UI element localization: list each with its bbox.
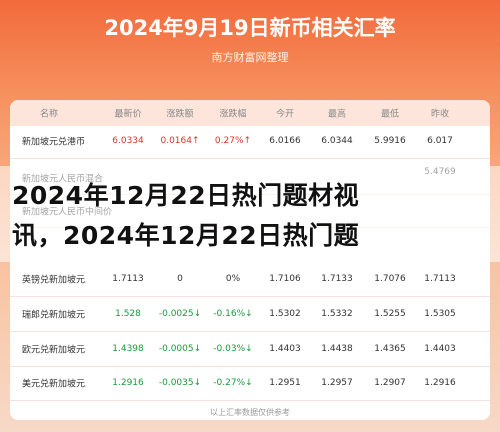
cell-value: 1.7133 xyxy=(321,274,353,284)
column-header: 涨跌幅 xyxy=(219,109,247,120)
cell-value: -0.0025↓ xyxy=(158,309,202,319)
column-header: 名称 xyxy=(40,109,59,120)
row-divider xyxy=(10,366,490,367)
row-divider xyxy=(10,400,490,401)
cell-value: -0.27%↓ xyxy=(213,378,253,388)
cell-value: 6.0166 xyxy=(269,136,301,146)
overlay-band xyxy=(0,166,500,262)
row-name: 新加坡元兑港币 xyxy=(22,137,86,148)
cell-value: 1.4403 xyxy=(424,344,456,354)
column-header: 今开 xyxy=(275,109,295,120)
row-divider xyxy=(10,158,490,159)
row-divider xyxy=(10,296,490,297)
cell-value: 1.2916 xyxy=(112,378,144,388)
cell-value: 1.7113 xyxy=(424,274,456,284)
cell-value: -0.03%↓ xyxy=(213,344,253,354)
cell-value: -0.0035↓ xyxy=(158,378,202,388)
table-header xyxy=(10,100,490,126)
cell-value: 1.5332 xyxy=(321,309,353,319)
row-divider xyxy=(10,331,490,332)
cell-value: 1.5302 xyxy=(269,309,301,319)
footer: 以上汇率数据仅供参考 xyxy=(210,408,290,417)
column-header: 最新价 xyxy=(114,109,142,120)
row-name: 英镑兑新加坡元 xyxy=(22,275,86,286)
cell-value: 1.2957 xyxy=(321,378,353,388)
cell-value: 0.0164↑ xyxy=(160,136,200,146)
cell-value: 1.2907 xyxy=(374,378,406,388)
cell-value: 1.2951 xyxy=(269,378,301,388)
title: 2024年9月19日新币相关汇率 xyxy=(104,16,396,40)
cell-value: 1.7106 xyxy=(269,274,301,284)
cell-value: 0.27%↑ xyxy=(214,136,252,146)
cell-value: 1.5305 xyxy=(424,309,456,319)
cell-value: 6.0334 xyxy=(112,136,144,146)
cell-value: 5.9916 xyxy=(374,136,406,146)
row-name: 美元兑新加坡元 xyxy=(22,379,86,390)
cell-value: 1.4398 xyxy=(112,344,144,354)
cell-value: 1.4403 xyxy=(269,344,301,354)
row-name: 欧元兑新加坡元 xyxy=(22,345,86,356)
overlay-text: 讯，2024年12月22日热门题 xyxy=(12,221,360,250)
cell-value: 6.017 xyxy=(427,136,453,146)
cell-value: 1.528 xyxy=(115,309,141,319)
cell-value: 0 xyxy=(177,274,183,284)
cell-value: 1.4365 xyxy=(374,344,406,354)
column-header: 最高 xyxy=(327,109,347,120)
cell-value: 1.5255 xyxy=(374,309,406,319)
cell-value: 1.4438 xyxy=(321,344,353,354)
overlay-text: 2024年12月22日热门题材视 xyxy=(12,181,360,210)
cell-value: 0% xyxy=(225,274,241,284)
cell-value: 1.2916 xyxy=(424,378,456,388)
subtitle: 南方财富网整理 xyxy=(211,51,289,64)
cell-value: -0.16%↓ xyxy=(213,309,253,319)
column-header: 涨跌额 xyxy=(166,109,194,120)
cell-value: -0.0005↓ xyxy=(158,344,202,354)
row-name: 瑞郎兑新加坡元 xyxy=(22,310,86,321)
cell-value: 1.7113 xyxy=(112,274,144,284)
column-header: 最低 xyxy=(380,109,400,120)
cell-value: 1.7076 xyxy=(374,274,406,284)
column-header: 昨收 xyxy=(430,109,450,120)
cell-value: 6.0344 xyxy=(321,136,353,146)
